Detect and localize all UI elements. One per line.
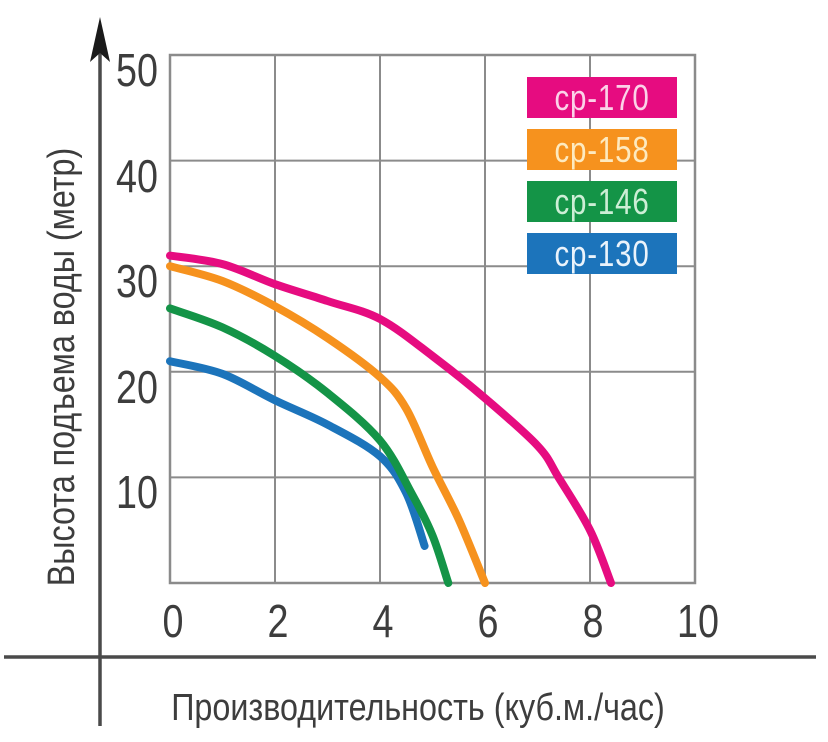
- curve: [166, 357, 429, 550]
- legend-item: ср-158: [527, 129, 677, 170]
- legend: ср-170 ср-158 ср-146 ср-130: [527, 77, 677, 274]
- curve: [166, 251, 615, 587]
- legend-item: ср-170: [527, 77, 677, 118]
- legend-item: ср-146: [527, 181, 677, 222]
- y-tick-label: 20: [116, 360, 158, 413]
- x-axis-title: Производительность (куб.м./час): [171, 687, 665, 729]
- y-axis-title: Высота подъема воды (метр): [41, 147, 83, 587]
- legend-label: ср-170: [554, 76, 650, 118]
- legend-label: ср-130: [554, 232, 650, 274]
- x-tick-label: 6: [477, 595, 499, 647]
- plot-border: [168, 53, 697, 585]
- legend-label: ср-146: [554, 180, 650, 222]
- x-tick-label: 8: [582, 595, 604, 647]
- curve: [166, 262, 489, 587]
- x-tick-label: 0: [162, 595, 184, 647]
- y-tick-label: 40: [116, 149, 158, 202]
- x-tick-label: 4: [372, 595, 394, 647]
- x-tick-label: 2: [267, 595, 289, 647]
- y-tick-label: 50: [116, 44, 158, 96]
- y-axis-arrow-icon: [90, 17, 110, 62]
- y-tick-label: 30: [116, 255, 158, 308]
- legend-label: ср-158: [554, 128, 650, 170]
- legend-item: ср-130: [527, 233, 677, 274]
- curve: [166, 304, 453, 587]
- y-tick-label: 10: [116, 466, 158, 519]
- x-tick-label: 10: [677, 595, 719, 647]
